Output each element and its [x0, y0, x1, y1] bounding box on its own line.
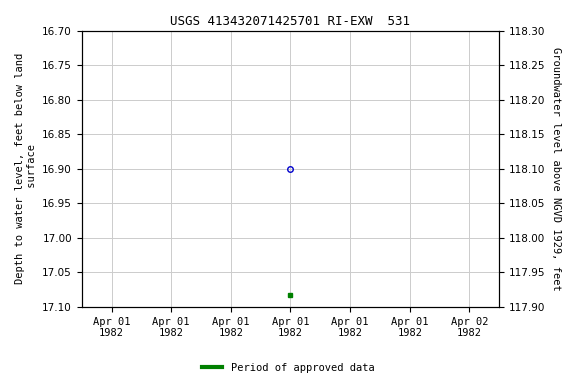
Legend: Period of approved data: Period of approved data [198, 359, 378, 377]
Y-axis label: Depth to water level, feet below land
 surface: Depth to water level, feet below land su… [15, 53, 37, 285]
Title: USGS 413432071425701 RI-EXW  531: USGS 413432071425701 RI-EXW 531 [170, 15, 411, 28]
Y-axis label: Groundwater level above NGVD 1929, feet: Groundwater level above NGVD 1929, feet [551, 47, 561, 291]
